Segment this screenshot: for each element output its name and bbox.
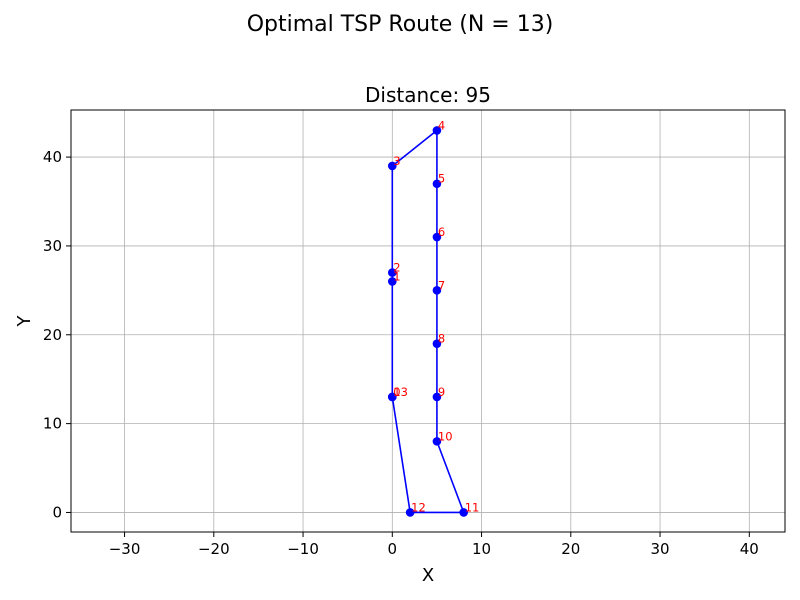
city-marker [388, 277, 397, 286]
city-marker [432, 437, 442, 446]
x-axis-ticks: −30 −20 −10 0 10 20 30 40 [109, 532, 759, 558]
x-tick-label: 0 [388, 540, 398, 558]
city-label: 1 [393, 269, 400, 283]
x-tick-label: −20 [198, 540, 230, 558]
city-markers [388, 126, 469, 517]
city-label: 2 [393, 261, 400, 275]
city-label: 6 [438, 225, 445, 239]
city-label: 3 [393, 154, 400, 168]
city-marker [432, 392, 442, 402]
x-tick-label: 30 [651, 540, 670, 558]
plot-frame [70, 109, 786, 533]
y-tick-label: 0 [52, 503, 62, 521]
city-label: 8 [438, 332, 445, 346]
city-label: 9 [438, 385, 445, 399]
route-line [391, 129, 465, 514]
x-axis-label: X [422, 565, 434, 586]
city-label: 4 [438, 118, 445, 132]
city-label: 5 [438, 172, 445, 186]
route-path [391, 129, 465, 514]
y-axis-ticks: 0 10 20 30 40 [43, 148, 71, 521]
city-marker [388, 268, 397, 277]
x-tick-label: −10 [287, 540, 319, 558]
x-tick-label: 10 [472, 540, 491, 558]
city-marker [432, 232, 442, 242]
city-marker [432, 339, 442, 348]
city-marker [432, 126, 442, 135]
y-axis-label: Y [14, 315, 35, 328]
city-label: 7 [438, 278, 445, 292]
figure-suptitle: Optimal TSP Route (N = 13) [247, 12, 554, 37]
y-tick-label: 30 [43, 237, 62, 255]
grid-lines [71, 110, 785, 532]
x-tick-label: 20 [561, 540, 580, 558]
axes-title: Distance: 95 [365, 83, 491, 107]
city-label: 10 [438, 429, 453, 443]
city-marker [459, 508, 469, 517]
city-label: 0 [393, 385, 400, 399]
y-tick-label: 10 [43, 415, 62, 433]
x-tick-label: −30 [109, 540, 141, 558]
city-marker [432, 286, 442, 295]
x-tick-label: 40 [740, 540, 759, 558]
y-tick-label: 40 [43, 148, 62, 166]
city-label: 12 [411, 500, 426, 514]
city-marker [388, 161, 397, 171]
city-marker [432, 179, 442, 189]
city-marker [388, 392, 397, 402]
y-tick-label: 20 [43, 326, 62, 344]
city-label: 13 [393, 385, 408, 399]
city-marker [405, 508, 415, 517]
city-label: 11 [465, 500, 480, 514]
